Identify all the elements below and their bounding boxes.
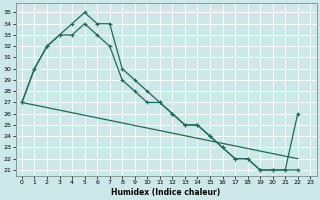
X-axis label: Humidex (Indice chaleur): Humidex (Indice chaleur) bbox=[111, 188, 221, 197]
